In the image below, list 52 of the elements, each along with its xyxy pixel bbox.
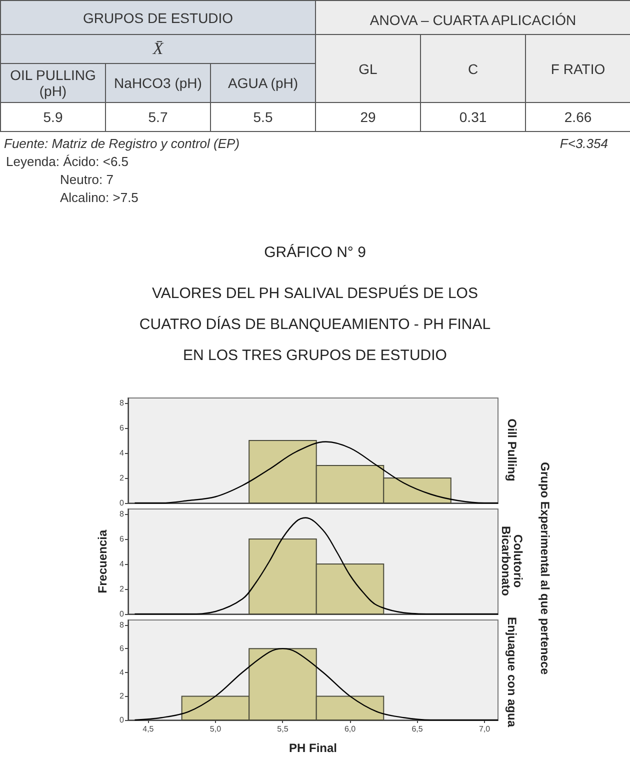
text: Grupo Experimental al que pertenece bbox=[538, 460, 552, 676]
text: 5.7 bbox=[106, 102, 210, 132]
y-tick-label: 2 bbox=[120, 474, 125, 482]
line-series bbox=[134, 517, 499, 615]
y-tick-label: 4 bbox=[120, 448, 125, 458]
x-tick-label: 5,5 bbox=[277, 724, 289, 734]
text: Neutro: 7 bbox=[60, 172, 114, 187]
text: 5.5 bbox=[210, 102, 316, 132]
y-tick-label: 2 bbox=[120, 584, 125, 594]
y-tick-label: 8 bbox=[120, 398, 125, 408]
text: 2.66 bbox=[526, 102, 630, 132]
text: 0.31 bbox=[420, 102, 526, 132]
y-tick-label: 0 bbox=[120, 498, 125, 508]
chart-subtitle: VALORES DEL PH SALIVAL DESPUÉS DE LOS CUATRO DÍAS DE BLANQUEAMIENTO - PH FINAL EN LOS TRES GRUPOS DE ESTUDIO bbox=[139, 284, 491, 364]
text: GL bbox=[316, 34, 421, 102]
line-series bbox=[134, 648, 499, 721]
x-tick-label: 6,0 bbox=[344, 724, 356, 734]
y2-axis-title: Enjuague con agua bbox=[505, 616, 519, 728]
text: 29 bbox=[316, 102, 421, 132]
y-tick-label: 2 bbox=[120, 692, 125, 701]
text: F<3.354 bbox=[560, 136, 608, 151]
y-tick-label: 8 bbox=[120, 620, 125, 630]
x-tick-label: 4,5 bbox=[142, 724, 154, 734]
text: F RATIO bbox=[526, 34, 630, 102]
text: AGUA (pH) bbox=[210, 64, 316, 102]
y-tick-label: 6 bbox=[120, 534, 125, 544]
x-axis-title: PH Final bbox=[288, 741, 338, 755]
y-tick-label: 4 bbox=[120, 668, 125, 677]
x-tick-label: 6,5 bbox=[412, 724, 424, 734]
y2-axis-title: Colutorio Bicarbonato bbox=[499, 526, 525, 596]
text: NaHCO3 (pH) bbox=[106, 64, 210, 102]
chart-title: GRÁFICO N° 9 bbox=[264, 243, 366, 261]
y-tick-label: 6 bbox=[120, 424, 125, 432]
line-series bbox=[134, 441, 499, 504]
y-axis-title: Frecuencia bbox=[96, 530, 110, 594]
y-tick-label: 6 bbox=[120, 644, 125, 654]
y2-axis-title: Oill Pulling bbox=[505, 418, 519, 482]
text: Leyenda: Ácido: <6.5 bbox=[6, 154, 129, 169]
y-tick-label: 4 bbox=[120, 560, 125, 568]
text: 5.9 bbox=[0, 102, 106, 132]
y-tick-label: 0 bbox=[120, 610, 125, 618]
text: ANOVA – CUARTA APLICACIÓN bbox=[316, 0, 630, 34]
text: OIL PULLING (pH) bbox=[0, 64, 106, 102]
source-note: Fuente: Matriz de Registro y control (EP) bbox=[4, 136, 240, 151]
y-tick-label: 8 bbox=[120, 510, 125, 518]
text: Alcalino: >7.5 bbox=[60, 190, 138, 205]
text: GRUPOS DE ESTUDIO bbox=[0, 0, 316, 34]
text: C bbox=[420, 34, 526, 102]
x-tick-label: 5,0 bbox=[210, 724, 222, 734]
y-tick-label: 0 bbox=[120, 716, 125, 724]
text: X̄ bbox=[0, 34, 316, 64]
x-tick-label: 7,0 bbox=[478, 724, 491, 734]
